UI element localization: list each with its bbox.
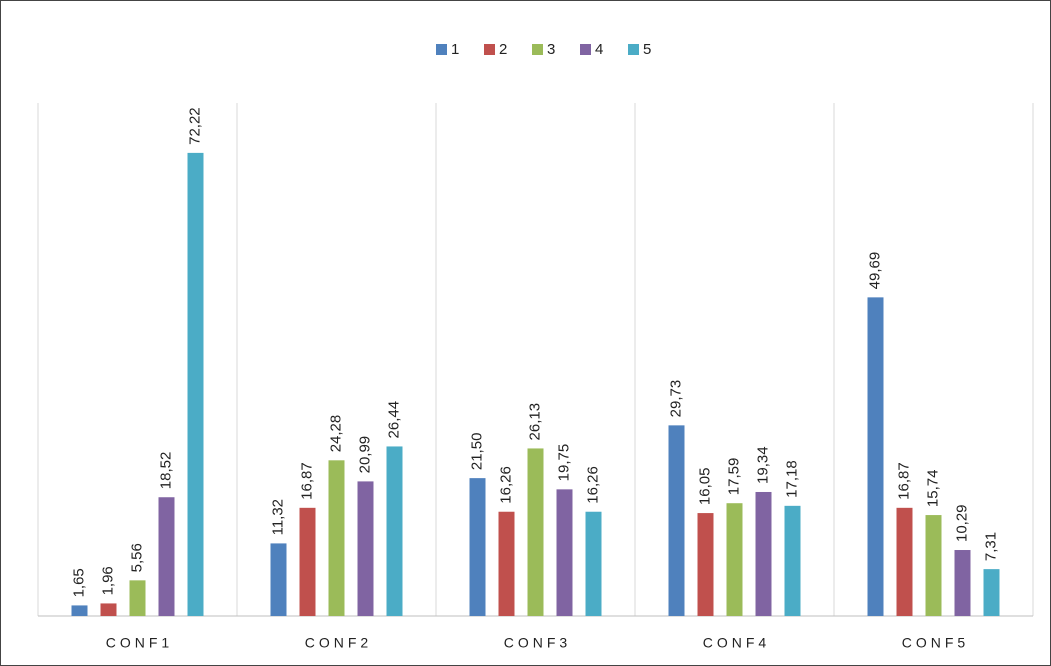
value-label: 21,50 [468,433,485,471]
value-label: 17,59 [725,458,742,496]
bar [71,605,88,616]
bar [697,513,714,616]
legend-swatch [484,44,495,55]
value-label: 19,34 [754,446,771,484]
bar [983,569,1000,616]
bar [100,603,117,616]
value-label: 24,28 [327,415,344,453]
legend-swatch [628,44,639,55]
bar [925,515,942,616]
legend-label: 4 [595,41,603,58]
bar [187,152,204,616]
value-label: 72,22 [186,107,203,145]
bar [954,550,971,616]
bar [469,478,486,616]
value-label: 17,18 [783,460,800,498]
value-label: 16,87 [298,462,315,500]
x-tick-label: CONF4 [703,635,770,651]
bar [867,297,884,616]
value-label: 26,13 [526,403,543,441]
bar [556,489,573,616]
value-label: 10,29 [953,504,970,542]
value-label: 16,26 [584,466,601,504]
bar [299,507,316,616]
value-label: 16,87 [895,462,912,500]
bar [357,481,374,616]
bar [129,580,146,616]
value-label: 18,52 [157,452,174,490]
bar [270,543,287,616]
bar [585,511,602,616]
value-label: 16,05 [696,468,713,506]
x-tick-label: CONF3 [504,635,571,651]
value-label: 1,96 [99,566,116,595]
value-label: 26,44 [385,401,402,439]
value-label: 15,74 [924,470,941,508]
bar [755,491,772,616]
legend-label: 5 [643,41,651,58]
legend-swatch [580,44,591,55]
bar [158,497,175,616]
x-tick-label: CONF2 [305,635,372,651]
bar [668,425,685,616]
bar [498,511,515,616]
legend-label: 3 [547,41,555,58]
bar [726,503,743,616]
value-label: 1,65 [70,568,87,597]
bar [386,446,403,616]
value-label: 49,69 [866,252,883,290]
legend-label: 1 [451,41,459,58]
bar [896,507,913,616]
value-label: 16,26 [497,466,514,504]
value-label: 29,73 [667,380,684,418]
x-tick-label: CONF1 [106,635,173,651]
legend-swatch [532,44,543,55]
value-label: 7,31 [982,532,999,561]
value-label: 19,75 [555,444,572,482]
legend-label: 2 [499,41,507,58]
bar [784,505,801,616]
legend-swatch [436,44,447,55]
value-label: 11,32 [269,499,286,535]
value-label: 5,56 [128,543,145,572]
value-label: 20,99 [356,436,373,474]
x-tick-label: CONF5 [902,635,969,651]
bar [527,448,544,616]
bar [328,460,345,616]
